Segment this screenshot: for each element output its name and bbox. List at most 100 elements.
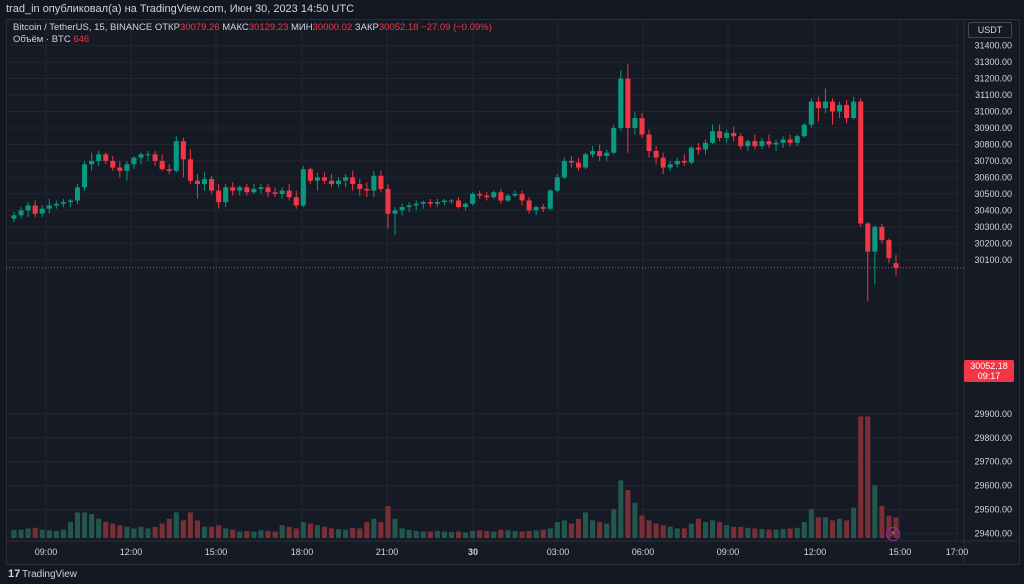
symbol-title[interactable]: Bitcoin / TetherUS, 15, BINANCE <box>13 22 153 33</box>
volume-bar <box>512 530 518 538</box>
candle-body <box>420 202 426 204</box>
time-tick-label: 09:00 <box>35 547 58 557</box>
volume-bar <box>399 528 405 538</box>
candle-body <box>540 207 546 209</box>
candle-body <box>632 118 638 128</box>
tradingview-logo-icon[interactable]: 17 <box>8 568 21 580</box>
volume-bar <box>851 507 857 538</box>
volume-bar <box>441 531 447 538</box>
candle-body <box>512 193 518 196</box>
high-label: МАКС <box>222 22 249 33</box>
price-tick-label: 29700.00 <box>974 457 1012 467</box>
candle-body <box>258 187 264 189</box>
candle-body <box>625 78 631 128</box>
price-axis[interactable]: 31400.00 31300.00 31200.00 31100.00 31000.00… <box>974 41 1012 539</box>
volume-bar <box>829 520 836 538</box>
candle-body <box>893 263 899 268</box>
volume-bar <box>477 530 483 538</box>
volume-bar <box>420 531 426 538</box>
candle-body <box>829 101 836 112</box>
candle-body <box>378 175 384 189</box>
volume-bar <box>801 522 807 538</box>
volume-bar <box>561 520 567 538</box>
candle-body <box>724 132 730 138</box>
volume-bar <box>794 527 800 538</box>
candle-body <box>145 154 151 156</box>
candle-body <box>702 142 709 150</box>
time-axis[interactable]: 09:00 12:00 15:00 18:00 21:00 30 03:00 06:00 09:… <box>35 547 969 557</box>
brand-name[interactable]: TradingView <box>22 569 78 580</box>
candle-body <box>491 192 497 198</box>
candle-body <box>519 193 525 201</box>
time-tick-label: 06:00 <box>632 547 655 557</box>
candle-body <box>801 124 807 137</box>
candlestick-series <box>11 63 899 302</box>
volume-bar <box>11 530 17 538</box>
candle-body <box>96 154 102 161</box>
candle-body <box>533 207 539 211</box>
open-value: 30079.26 <box>179 22 220 33</box>
volume-bars <box>11 416 899 538</box>
volume-bar <box>46 530 52 538</box>
volume-bar <box>53 530 59 538</box>
candle-body <box>484 195 490 198</box>
volume-bar <box>209 526 215 538</box>
volume-bar <box>611 509 617 538</box>
volume-bar <box>18 529 24 538</box>
volume-legend-row: Объём · BTC 646 <box>13 34 492 46</box>
volume-bar <box>710 520 716 538</box>
time-tick-label: 30 <box>468 547 478 557</box>
volume-bar <box>724 525 730 538</box>
volume-bar <box>159 523 165 538</box>
price-tick-label: 30300.00 <box>974 222 1012 232</box>
candle-body <box>124 164 130 171</box>
candle-body <box>209 179 215 191</box>
candle-body <box>879 226 885 241</box>
volume-bar <box>406 530 412 538</box>
price-tick-label: 31000.00 <box>974 107 1012 117</box>
volume-bar <box>865 416 871 538</box>
volume-bar <box>321 526 328 538</box>
chart-canvas[interactable]: 31400.00 31300.00 31200.00 31100.00 31000.00… <box>6 19 1020 565</box>
candle-body <box>300 169 306 206</box>
volume-bar <box>639 515 645 538</box>
candle-body <box>251 188 257 193</box>
volume-bar <box>872 485 878 538</box>
high-value: 30129.23 <box>248 22 289 33</box>
volume-bar <box>166 518 172 538</box>
candle-body <box>547 190 553 209</box>
candle-body <box>455 200 462 208</box>
volume-bar <box>89 514 95 538</box>
volume-bar <box>646 520 652 538</box>
price-tick-label: 31400.00 <box>974 41 1012 51</box>
lightning-icon[interactable]: ⚡ <box>886 527 900 541</box>
candle-body <box>385 188 391 214</box>
candle-body <box>738 136 744 147</box>
volume-bar <box>738 526 744 538</box>
volume-bar <box>815 517 821 538</box>
candle-body <box>336 180 342 185</box>
volume-label[interactable]: Объём · BTC <box>13 34 71 45</box>
volume-bar <box>244 530 250 538</box>
price-tick-label: 31300.00 <box>974 57 1012 67</box>
volume-bar <box>152 526 158 538</box>
volume-bar <box>519 531 525 538</box>
candle-body <box>328 180 335 185</box>
candle-body <box>780 139 786 143</box>
low-label: МИН <box>291 22 313 33</box>
candle-body <box>582 154 589 168</box>
candle-body <box>11 215 17 219</box>
close-label: ЗАКР <box>354 22 379 33</box>
candle-body <box>237 187 243 191</box>
currency-selector[interactable]: USDT <box>968 22 1012 38</box>
volume-bar <box>702 522 709 538</box>
candle-body <box>201 179 208 185</box>
candle-body <box>427 202 433 204</box>
volume-bar <box>201 526 208 538</box>
volume-bar <box>67 522 73 538</box>
price-tick-label: 29900.00 <box>974 409 1012 419</box>
volume-bar <box>787 528 793 538</box>
time-tick-label: 18:00 <box>291 547 314 557</box>
volume-bar <box>470 530 476 538</box>
